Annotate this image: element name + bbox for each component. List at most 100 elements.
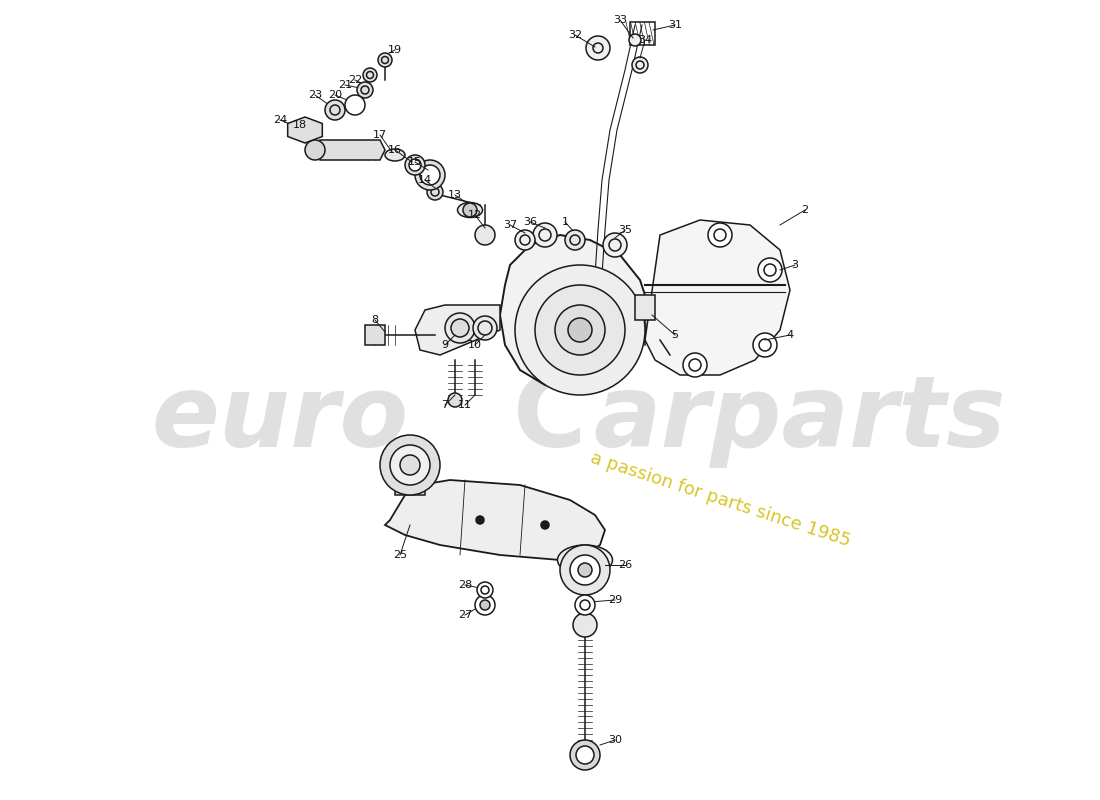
Polygon shape: [500, 235, 650, 390]
Circle shape: [586, 36, 611, 60]
Circle shape: [378, 53, 392, 67]
Text: 1: 1: [561, 217, 569, 227]
Circle shape: [324, 100, 345, 120]
Polygon shape: [415, 305, 500, 355]
Text: 14: 14: [418, 175, 432, 185]
Text: a passion for parts since 1985: a passion for parts since 1985: [587, 450, 852, 550]
Circle shape: [390, 445, 430, 485]
Text: 5: 5: [671, 330, 679, 340]
Circle shape: [379, 435, 440, 495]
Circle shape: [570, 740, 600, 770]
Text: arparts: arparts: [594, 371, 1006, 469]
Circle shape: [535, 285, 625, 375]
Circle shape: [446, 313, 475, 343]
Circle shape: [305, 140, 324, 160]
Text: 2: 2: [802, 205, 808, 215]
Circle shape: [473, 316, 497, 340]
Ellipse shape: [558, 545, 613, 575]
Circle shape: [427, 184, 443, 200]
Text: 8: 8: [372, 315, 378, 325]
Polygon shape: [385, 480, 605, 560]
Circle shape: [541, 521, 549, 529]
Circle shape: [578, 563, 592, 577]
Text: 26: 26: [618, 560, 632, 570]
Polygon shape: [645, 220, 790, 375]
Circle shape: [515, 265, 645, 395]
Text: 30: 30: [608, 735, 622, 745]
Text: 13: 13: [448, 190, 462, 200]
Circle shape: [708, 223, 732, 247]
Circle shape: [565, 230, 585, 250]
Text: 35: 35: [618, 225, 632, 235]
Text: euro: euro: [152, 371, 408, 469]
Text: 4: 4: [786, 330, 793, 340]
Circle shape: [405, 155, 425, 175]
Text: 20: 20: [328, 90, 342, 100]
Circle shape: [629, 34, 641, 46]
Polygon shape: [320, 140, 385, 160]
Circle shape: [560, 545, 610, 595]
Circle shape: [476, 516, 484, 524]
Polygon shape: [635, 295, 654, 320]
Ellipse shape: [385, 149, 405, 161]
Text: 15: 15: [408, 157, 422, 167]
Text: 11: 11: [458, 400, 472, 410]
Circle shape: [475, 225, 495, 245]
Polygon shape: [395, 470, 425, 495]
Circle shape: [475, 595, 495, 615]
Ellipse shape: [565, 550, 605, 570]
Circle shape: [515, 230, 535, 250]
Circle shape: [568, 318, 592, 342]
Circle shape: [570, 555, 600, 585]
Text: 18: 18: [293, 120, 307, 130]
Text: 31: 31: [668, 20, 682, 30]
Polygon shape: [288, 117, 322, 143]
Polygon shape: [365, 325, 385, 345]
Circle shape: [420, 165, 440, 185]
Circle shape: [451, 319, 469, 337]
Circle shape: [463, 203, 477, 217]
Circle shape: [477, 582, 493, 598]
Circle shape: [534, 223, 557, 247]
Circle shape: [415, 160, 446, 190]
Text: 12: 12: [468, 210, 482, 220]
Circle shape: [576, 746, 594, 764]
Text: 10: 10: [468, 340, 482, 350]
Text: 3: 3: [792, 260, 799, 270]
Text: 9: 9: [441, 340, 449, 350]
Text: 19: 19: [388, 45, 403, 55]
Text: 33: 33: [613, 15, 627, 25]
Text: 23: 23: [308, 90, 322, 100]
Text: 22: 22: [348, 75, 362, 85]
Circle shape: [603, 233, 627, 257]
Text: 17: 17: [373, 130, 387, 140]
Text: 37: 37: [503, 220, 517, 230]
Circle shape: [409, 159, 421, 171]
Ellipse shape: [458, 202, 483, 218]
Text: 36: 36: [522, 217, 537, 227]
Circle shape: [683, 353, 707, 377]
Text: 32: 32: [568, 30, 582, 40]
Circle shape: [480, 600, 490, 610]
Text: 16: 16: [388, 145, 401, 155]
Circle shape: [448, 393, 462, 407]
Circle shape: [758, 258, 782, 282]
Text: 29: 29: [608, 595, 623, 605]
Text: 24: 24: [273, 115, 287, 125]
Circle shape: [345, 95, 365, 115]
Text: 21: 21: [338, 80, 352, 90]
Text: 34: 34: [638, 35, 652, 45]
Circle shape: [632, 57, 648, 73]
Circle shape: [400, 455, 420, 475]
Circle shape: [556, 305, 605, 355]
Text: C: C: [514, 371, 586, 469]
Polygon shape: [630, 22, 654, 45]
Circle shape: [575, 595, 595, 615]
Text: 25: 25: [393, 550, 407, 560]
Text: 27: 27: [458, 610, 472, 620]
Circle shape: [573, 613, 597, 637]
Circle shape: [363, 68, 377, 82]
Text: 7: 7: [441, 400, 449, 410]
Circle shape: [754, 333, 777, 357]
Circle shape: [358, 82, 373, 98]
